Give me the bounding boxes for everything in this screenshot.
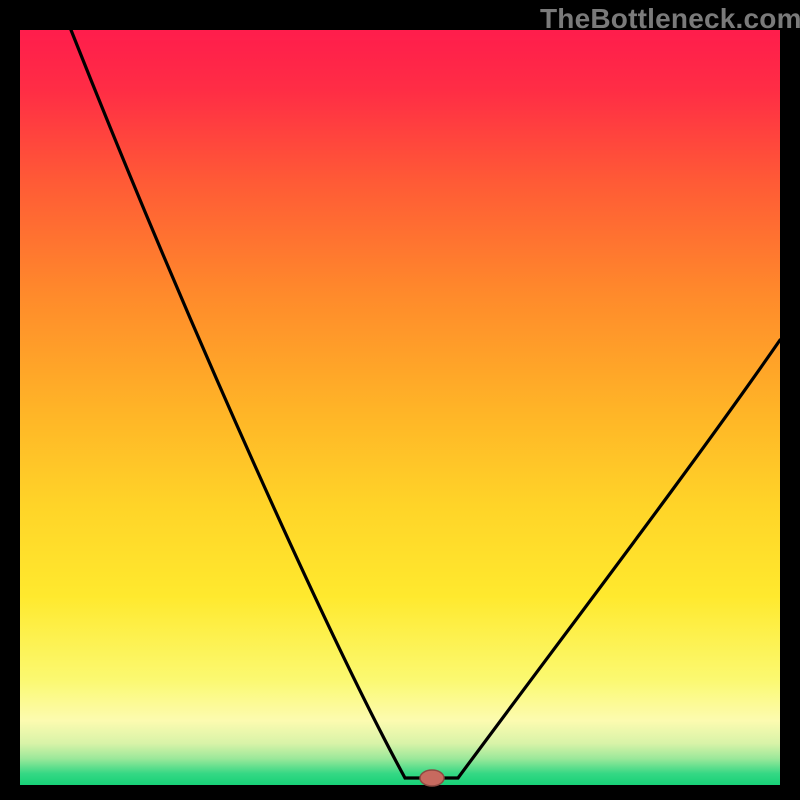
watermark-text: TheBottleneck.com bbox=[540, 3, 800, 35]
bottleneck-chart bbox=[0, 0, 800, 800]
chart-stage: TheBottleneck.com bbox=[0, 0, 800, 800]
heatmap-plot-area bbox=[20, 30, 780, 785]
minimum-marker bbox=[420, 770, 444, 786]
